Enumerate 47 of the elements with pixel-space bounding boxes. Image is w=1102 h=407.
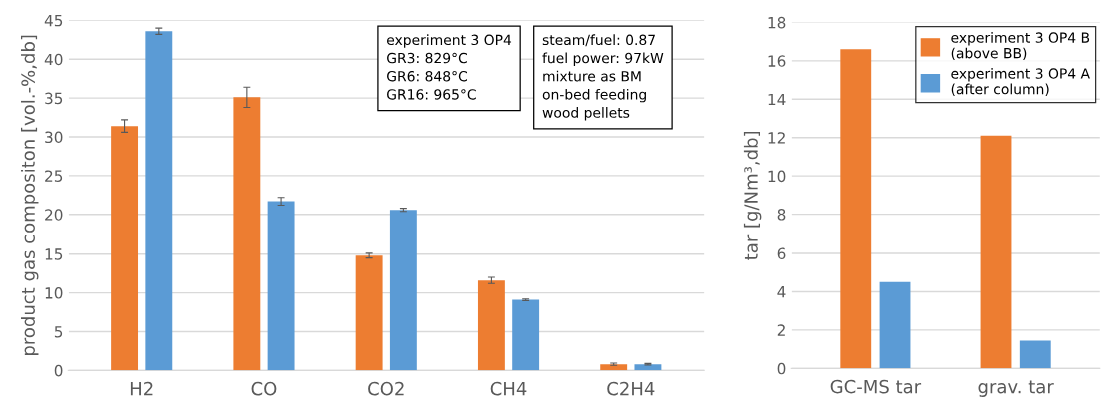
y-tick-label: 18 [768, 16, 786, 29]
y-tick-label: 5 [54, 326, 63, 338]
y-tick-label: 10 [768, 170, 786, 183]
bar [267, 201, 295, 371]
annotation: steam/fuel: 0.87 fuel power: 97kW mixture as BM on-bed feeding wood pellets [542, 34, 664, 121]
annotation: experiment 3 OP4 GR3: 829°C GR6: 848°C GR16: 965°C [387, 34, 512, 100]
y-tick-label: 0 [54, 364, 63, 377]
bar [389, 210, 417, 371]
bar [512, 299, 540, 371]
x-tick-label: GC-MS tar [830, 379, 922, 394]
x-tick-label: C2H4 [607, 381, 655, 396]
y-tick-label: 35 [45, 92, 63, 105]
bar [355, 255, 383, 371]
y-tick-label: 20 [45, 209, 63, 221]
x-tick-label: CO [251, 381, 277, 396]
y-tick-label: 16 [768, 55, 786, 67]
bar [634, 364, 662, 371]
y-tick-label: 15 [45, 248, 63, 260]
x-tick-label: H2 [130, 381, 153, 396]
y-tick-label: 45 [44, 15, 63, 27]
y-tick-label: 25 [45, 170, 63, 182]
y-tick-label: 14 [768, 93, 786, 106]
bar [145, 31, 173, 371]
x-tick-label: CO2 [368, 381, 404, 396]
y-tick-label: 10 [45, 287, 63, 299]
x-tick-label: grav. tar [978, 380, 1054, 397]
y-tick-label: 4 [777, 286, 786, 298]
bar [600, 364, 628, 371]
legend-label: experiment 3 OP4 B (above BB) [951, 32, 1090, 61]
y-tick-label: 30 [45, 131, 63, 144]
legend-label: experiment 3 OP4 A (after column) [951, 68, 1090, 96]
bar [840, 49, 872, 369]
y-axis-title: tar [g/Nm³,db] [743, 131, 762, 260]
bar [111, 126, 139, 371]
y-tick-label: 0 [777, 362, 786, 375]
y-tick-label: 12 [768, 132, 785, 144]
bar [233, 97, 261, 371]
y-tick-label: 2 [777, 324, 785, 336]
y-tick-label: 40 [44, 53, 63, 66]
y-axis-title: product gas compositon [vol.-%,db] [20, 35, 39, 355]
bar [477, 280, 505, 371]
y-tick-label: 6 [777, 247, 786, 260]
bar [1019, 340, 1051, 369]
bar [879, 281, 911, 369]
bar [980, 135, 1012, 369]
y-tick-label: 8 [777, 209, 786, 221]
x-tick-label: CH4 [490, 381, 527, 396]
